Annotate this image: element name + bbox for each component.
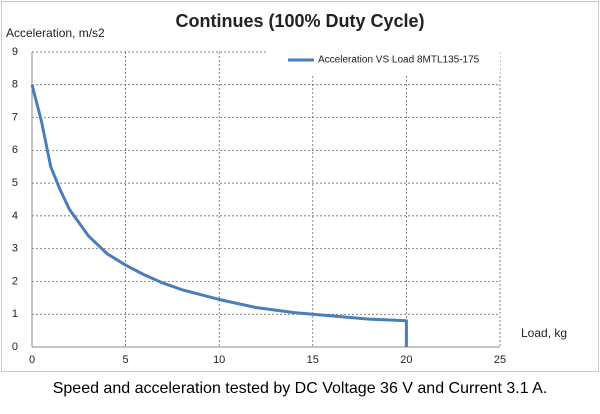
chart: Continues (100% Duty Cycle) Acceleration… <box>1 1 599 372</box>
y-tick-label: 6 <box>12 144 18 156</box>
x-tick-label: 5 <box>123 354 129 366</box>
y-tick-label: 3 <box>12 243 18 255</box>
y-tick-label: 0 <box>12 341 18 353</box>
x-axis-label: Load, kg <box>521 326 567 340</box>
chart-title: Continues (100% Duty Cycle) <box>175 11 424 31</box>
x-tick-label: 0 <box>29 354 35 366</box>
y-tick-label: 4 <box>12 210 18 222</box>
y-tick-label: 5 <box>12 177 18 189</box>
y-tick-label: 7 <box>12 111 18 123</box>
y-tick-label: 8 <box>12 79 18 91</box>
x-tick-label: 15 <box>307 354 319 366</box>
y-axis-label: Acceleration, m/s2 <box>6 26 105 40</box>
data-line <box>30 84 408 347</box>
legend-label: Acceleration VS Load 8MTL135-175 <box>318 55 480 66</box>
caption: Speed and acceleration tested by DC Volt… <box>52 380 548 397</box>
x-tick-label: 20 <box>400 354 412 366</box>
x-tick-label: 25 <box>494 354 506 366</box>
x-tick-label: 10 <box>213 354 225 366</box>
y-tick-label: 1 <box>12 308 18 320</box>
y-tick-label: 9 <box>12 46 18 58</box>
y-tick-label: 2 <box>12 275 18 287</box>
